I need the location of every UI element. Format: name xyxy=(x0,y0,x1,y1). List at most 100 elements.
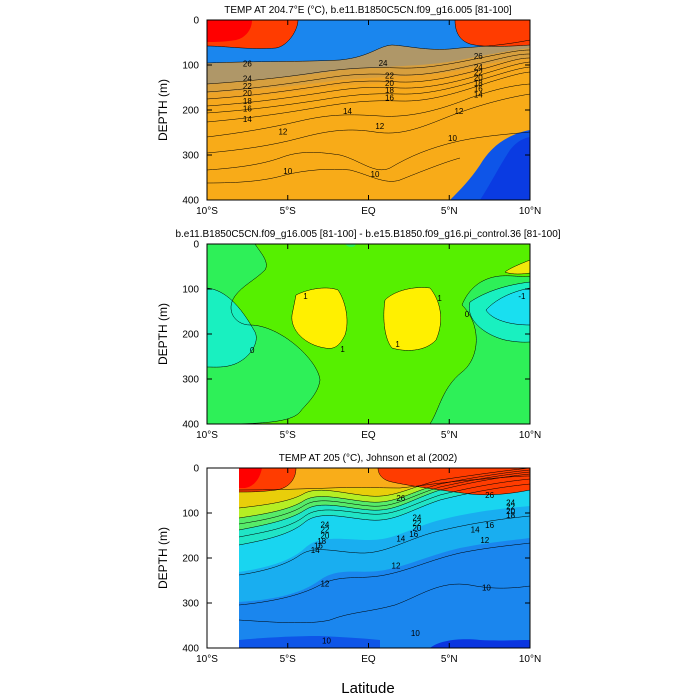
contour-label: 0 xyxy=(250,346,255,355)
y-tick-label: 400 xyxy=(182,196,199,207)
contour-label: 10 xyxy=(371,170,380,179)
panel-2-title: b.e11.B1850C5CN.f09_g16.005 [81-100] - b… xyxy=(175,229,560,240)
contour-label: 16 xyxy=(243,105,252,114)
contour-label: 18 xyxy=(243,97,252,106)
contour-label: 26 xyxy=(396,494,405,503)
x-tick-label: EQ xyxy=(361,206,376,217)
contour-label: 18 xyxy=(474,79,483,88)
panel-observed-temperature: TEMP AT 205 (°C), Johnson et al (2002) xyxy=(156,453,541,666)
contour-label: 1 xyxy=(437,294,442,303)
figure-xlabel: Latitude xyxy=(341,680,394,697)
x-tick-label: 10°N xyxy=(519,430,541,441)
contour-label: 14 xyxy=(343,107,352,116)
x-tick-label: 5°N xyxy=(441,654,458,665)
y-tick-label: 0 xyxy=(193,464,199,475)
panel-3-axes: 10°S 5°S EQ 5°N 10°N 0 100 200 300 400 xyxy=(182,464,541,666)
contour-label: 22 xyxy=(506,503,515,512)
y-tick-label: 100 xyxy=(182,509,199,520)
contour-label: 1 xyxy=(340,345,345,354)
contour-label: 10 xyxy=(448,134,457,143)
contour-label: 22 xyxy=(412,519,421,528)
contour-label: 22 xyxy=(320,526,329,535)
contour-label: 16 xyxy=(314,541,323,550)
x-tick-label: 10°S xyxy=(196,206,218,217)
contour-label: 14 xyxy=(396,535,405,544)
contour-label: 22 xyxy=(385,71,394,80)
contour-label: 16 xyxy=(409,530,418,539)
y-tick-label: 200 xyxy=(182,106,199,117)
contour-label: 12 xyxy=(454,107,463,116)
contour-label: 20 xyxy=(412,524,421,533)
panel-3-ylabel: DEPTH (m) xyxy=(156,527,170,589)
y-tick-label: 300 xyxy=(182,375,199,386)
y-tick-label: 100 xyxy=(182,285,199,296)
y-tick-label: 200 xyxy=(182,330,199,341)
y-tick-label: 300 xyxy=(182,599,199,610)
panel-2-ylabel: DEPTH (m) xyxy=(156,303,170,365)
x-tick-label: 5°S xyxy=(280,206,297,217)
contour-label: 12 xyxy=(480,536,489,545)
contour-label: 22 xyxy=(243,82,252,91)
contour-label: 24 xyxy=(474,63,483,72)
y-tick-label: 0 xyxy=(193,16,199,27)
contour-label: 20 xyxy=(320,532,329,541)
y-tick-label: 200 xyxy=(182,554,199,565)
contour-label: 24 xyxy=(320,520,329,529)
contour-label: 24 xyxy=(243,75,252,84)
panel-1-contour-labels: 2624222018161426242220181614242220181614… xyxy=(243,52,483,179)
contour-label: 10 xyxy=(482,583,491,592)
x-tick-label: 10°N xyxy=(519,654,541,665)
contour-label: 24 xyxy=(379,59,388,68)
panel-1-ylabel: DEPTH (m) xyxy=(156,79,170,141)
contour-label: 26 xyxy=(243,60,252,69)
contour-label: -1 xyxy=(518,292,526,301)
contour-label: 20 xyxy=(243,89,252,98)
contour-label: 18 xyxy=(385,86,394,95)
y-tick-label: 0 xyxy=(193,240,199,251)
panel-1-title: TEMP AT 204.7°E (°C), b.e11.B1850C5CN.f0… xyxy=(224,5,512,16)
panel-3-contour-fill xyxy=(207,468,530,648)
contour-label: 24 xyxy=(412,514,421,523)
contour-label: 16 xyxy=(474,84,483,93)
x-tick-label: 5°S xyxy=(280,430,297,441)
panel-1-axes: 10°S 5°S EQ 5°N 10°N 0 100 200 300 400 xyxy=(182,16,541,218)
contour-label: 16 xyxy=(485,521,494,530)
panel-3-title: TEMP AT 205 (°C), Johnson et al (2002) xyxy=(279,453,458,464)
contour-label: 10 xyxy=(283,167,292,176)
contour-label: 12 xyxy=(392,562,401,571)
contour-label: 20 xyxy=(474,74,483,83)
panel-2-contour-fill xyxy=(207,244,530,424)
contour-label: 12 xyxy=(278,128,287,137)
contour-label: 26 xyxy=(474,52,483,61)
contour-label: 12 xyxy=(320,580,329,589)
contour-label: 22 xyxy=(474,69,483,78)
contour-label: 14 xyxy=(474,90,483,99)
y-tick-label: 100 xyxy=(182,61,199,72)
contour-label: 20 xyxy=(385,79,394,88)
contour-label: 16 xyxy=(385,93,394,102)
x-tick-label: 5°N xyxy=(441,206,458,217)
contour-label: 14 xyxy=(471,526,480,535)
x-tick-label: 10°N xyxy=(519,206,541,217)
contour-label: 18 xyxy=(506,511,515,520)
panel-1-contour-fill xyxy=(207,20,530,200)
contour-label: 26 xyxy=(485,491,494,500)
x-tick-label: 5°S xyxy=(280,654,297,665)
contour-label: 18 xyxy=(317,537,326,546)
x-tick-label: 10°S xyxy=(196,654,218,665)
contour-label: 24 xyxy=(506,499,515,508)
panel-2-contour-labels: 1 1 1 1 0 0 -1 xyxy=(250,292,526,355)
contour-label: 10 xyxy=(322,636,331,645)
panel-model-temperature: TEMP AT 204.7°E (°C), b.e11.B1850C5CN.f0… xyxy=(156,5,541,217)
x-tick-label: EQ xyxy=(361,654,376,665)
contour-label: 1 xyxy=(303,292,308,301)
panel-3-contour-labels: 26 26242220181614242220161424222018161412… xyxy=(311,491,516,645)
y-tick-label: 400 xyxy=(182,644,199,655)
contour-label: 14 xyxy=(243,115,252,124)
x-tick-label: 10°S xyxy=(196,430,218,441)
x-tick-label: EQ xyxy=(361,430,376,441)
contour-label: 14 xyxy=(311,546,320,555)
contour-label: 1 xyxy=(395,340,400,349)
